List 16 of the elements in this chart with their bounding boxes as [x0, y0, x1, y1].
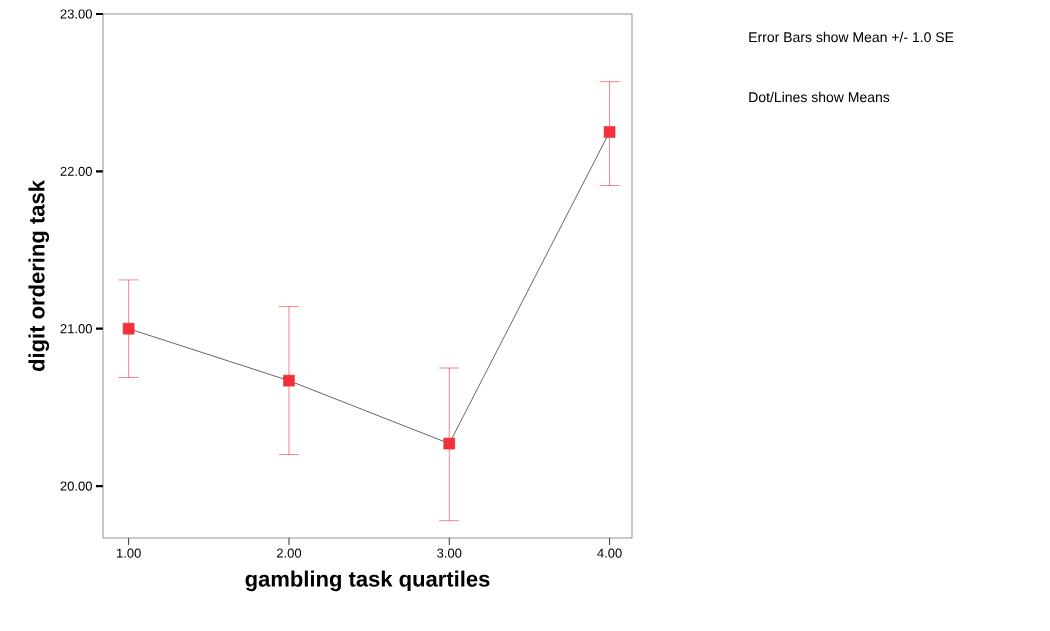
text: Error Bars show Mean +/- 1.0 SE: [749, 31, 954, 43]
y-tick-label: 20.00: [60, 481, 92, 491]
point: [443, 437, 456, 450]
y-tick-label: 23.00: [60, 9, 92, 19]
y-tick-label: 21.00: [60, 324, 92, 334]
x-axis-title: gambling task quartiles: [245, 570, 490, 592]
x-tick-label: 3.00: [437, 548, 462, 558]
y-tick-label: 22.00: [60, 166, 92, 176]
text: Dot/Lines show Means: [749, 91, 890, 103]
point: [283, 374, 295, 387]
x-tick-label: 1.00: [116, 548, 141, 558]
y-axis-title: digit ordering task: [28, 180, 50, 372]
point: [122, 322, 135, 335]
x-tick-label: 2.00: [276, 548, 302, 558]
point: [603, 126, 616, 138]
x-tick-label: 4.00: [597, 548, 622, 558]
